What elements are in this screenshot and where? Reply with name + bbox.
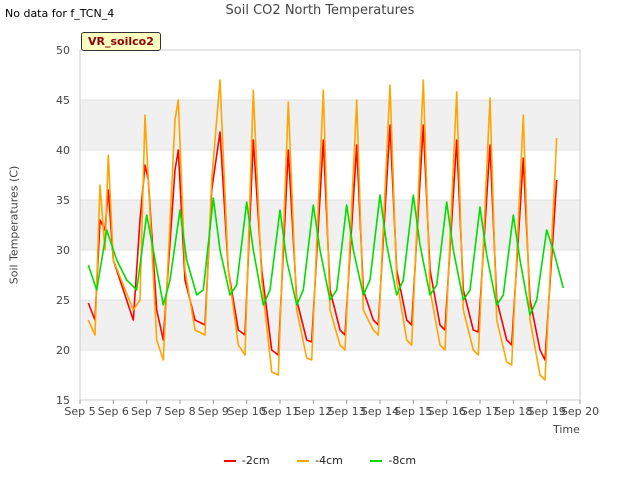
- series-line-4cm: [87, 79, 558, 381]
- legend: -2cm -4cm -8cm: [0, 454, 640, 467]
- chart-title: Soil CO2 North Temperatures: [225, 3, 415, 18]
- legend-label-2cm: -2cm: [241, 454, 270, 467]
- x-tick-label: Sep 8: [164, 405, 195, 418]
- y-tick-label: 45: [56, 94, 70, 107]
- grid-band: [80, 100, 580, 150]
- y-tick-label: 15: [56, 394, 70, 407]
- y-tick-label: 50: [56, 44, 70, 57]
- x-tick-label: Sep 12: [294, 405, 332, 418]
- grid-band: [80, 50, 580, 100]
- x-tick-label: Sep 14: [361, 405, 399, 418]
- y-axis-label: Soil Temperatures (C): [7, 165, 21, 285]
- x-tick-label: Sep 19: [528, 405, 566, 418]
- legend-item-4cm: -4cm: [297, 454, 343, 467]
- x-tick-label: Sep 18: [494, 405, 532, 418]
- x-tick-label: Sep 16: [428, 405, 466, 418]
- x-tick-label: Sep 9: [198, 405, 229, 418]
- x-tick-label: Sep 15: [394, 405, 432, 418]
- y-tick-label: 25: [56, 294, 70, 307]
- station-badge: VR_soilco2: [81, 32, 161, 51]
- y-tick-label: 20: [56, 344, 70, 357]
- plot-frame: [79, 49, 581, 401]
- legend-label-8cm: -8cm: [388, 454, 417, 467]
- y-tick-label: 40: [56, 144, 70, 157]
- legend-swatch-8cm: [370, 460, 383, 462]
- legend-item-2cm: -2cm: [223, 454, 270, 467]
- grid-band: [80, 200, 580, 250]
- x-tick-label: Sep 17: [461, 405, 499, 418]
- no-data-note: No data for f_TCN_4: [5, 7, 115, 20]
- legend-swatch-4cm: [297, 460, 310, 462]
- x-tick-label: Sep 11: [261, 405, 299, 418]
- x-tick-label: Sep 13: [328, 405, 366, 418]
- x-tick-label: Sep 10: [228, 405, 266, 418]
- legend-item-8cm: -8cm: [370, 454, 416, 467]
- x-tick-label: Sep 20: [561, 405, 599, 418]
- x-tick-label: Sep 6: [98, 405, 129, 418]
- legend-swatch-2cm: [223, 460, 236, 462]
- y-tick-label: 30: [56, 244, 70, 257]
- x-axis-label: Time: [553, 423, 580, 436]
- legend-label-4cm: -4cm: [315, 454, 343, 467]
- x-tick-label: Sep 5: [64, 405, 95, 418]
- x-tick-label: Sep 7: [131, 405, 162, 418]
- series-line-8cm: [87, 194, 565, 316]
- y-tick-label: 35: [56, 194, 70, 207]
- grid-band: [80, 150, 580, 200]
